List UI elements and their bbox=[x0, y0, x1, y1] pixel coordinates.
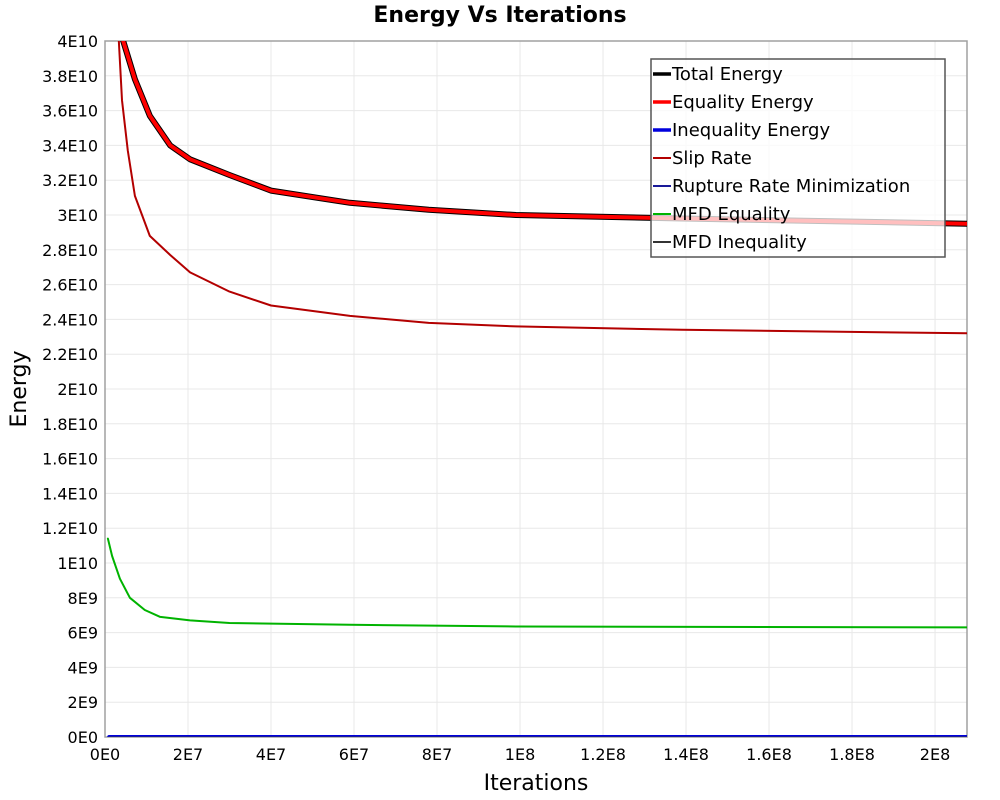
y-tick-label: 1.6E10 bbox=[42, 450, 98, 469]
y-tick-label: 8E9 bbox=[68, 589, 98, 608]
y-tick-label: 2.4E10 bbox=[42, 310, 98, 329]
y-tick-label: 4E9 bbox=[68, 658, 98, 677]
x-tick-label: 2E7 bbox=[173, 745, 203, 764]
legend-label: Equality Energy bbox=[672, 92, 814, 113]
y-tick-label: 1E10 bbox=[57, 554, 98, 573]
x-tick-label: 1.4E8 bbox=[663, 745, 709, 764]
legend-item: Slip Rate bbox=[653, 148, 752, 169]
legend-label: Rupture Rate Minimization bbox=[672, 176, 910, 197]
x-tick-label: 1.8E8 bbox=[829, 745, 875, 764]
legend-item: MFD Inequality bbox=[653, 232, 807, 253]
legend-label: Total Energy bbox=[671, 64, 783, 85]
legend-item: Equality Energy bbox=[653, 92, 814, 113]
y-tick-label: 3.2E10 bbox=[42, 171, 98, 190]
series-line-mfd-equality bbox=[106, 537, 967, 629]
y-tick-label: 2E9 bbox=[68, 693, 98, 712]
series-line-slip-rate bbox=[117, 41, 967, 335]
x-tick-label: 1.6E8 bbox=[746, 745, 792, 764]
legend-label: Slip Rate bbox=[672, 148, 752, 169]
y-tick-label: 3.4E10 bbox=[42, 136, 98, 155]
y-tick-label: 1.8E10 bbox=[42, 415, 98, 434]
legend-item: Rupture Rate Minimization bbox=[653, 176, 910, 197]
x-axis: 0E0 2E7 4E7 6E7 8E7 1E8 1.2E8 1.4E8 1.6E8 1.8E8 2E… bbox=[90, 745, 951, 764]
legend-item: MFD Equality bbox=[653, 204, 791, 225]
x-axis-label: Iterations bbox=[484, 771, 589, 796]
y-axis: 0E0 2E9 4E9 6E9 8E9 1E10 1.2E10 1.4E10 1.6E10 1.8… bbox=[42, 32, 98, 747]
legend-item: Inequality Energy bbox=[653, 120, 830, 141]
y-tick-label: 1.4E10 bbox=[42, 484, 98, 503]
legend-label: MFD Equality bbox=[672, 204, 791, 225]
chart-title: Energy Vs Iterations bbox=[373, 3, 626, 28]
y-tick-label: 0E0 bbox=[68, 728, 98, 747]
legend: Total Energy Equality Energy Inequality En… bbox=[650, 58, 946, 258]
x-tick-label: 1E8 bbox=[505, 745, 535, 764]
y-tick-label: 2.8E10 bbox=[42, 241, 98, 260]
x-tick-label: 6E7 bbox=[339, 745, 369, 764]
x-tick-label: 2E8 bbox=[920, 745, 950, 764]
series-line-equality-energy bbox=[121, 41, 967, 226]
x-tick-label: 0E0 bbox=[90, 745, 120, 764]
y-tick-label: 2E10 bbox=[57, 380, 98, 399]
x-tick-label: 8E7 bbox=[422, 745, 452, 764]
y-tick-label: 2.2E10 bbox=[42, 345, 98, 364]
y-tick-label: 1.2E10 bbox=[42, 519, 98, 538]
legend-item: Total Energy bbox=[653, 64, 783, 85]
legend-label: MFD Inequality bbox=[672, 232, 807, 253]
y-axis-label: Energy bbox=[7, 350, 32, 427]
x-tick-label: 4E7 bbox=[256, 745, 286, 764]
y-tick-label: 3.6E10 bbox=[42, 102, 98, 121]
x-tick-label: 1.2E8 bbox=[580, 745, 626, 764]
y-tick-label: 6E9 bbox=[68, 624, 98, 643]
y-tick-label: 4E10 bbox=[57, 32, 98, 51]
y-tick-label: 3.8E10 bbox=[42, 67, 98, 86]
legend-label: Inequality Energy bbox=[672, 120, 830, 141]
y-tick-label: 2.6E10 bbox=[42, 276, 98, 295]
legend-box bbox=[650, 58, 946, 258]
series-layer bbox=[106, 41, 967, 737]
y-tick-label: 3E10 bbox=[57, 206, 98, 225]
